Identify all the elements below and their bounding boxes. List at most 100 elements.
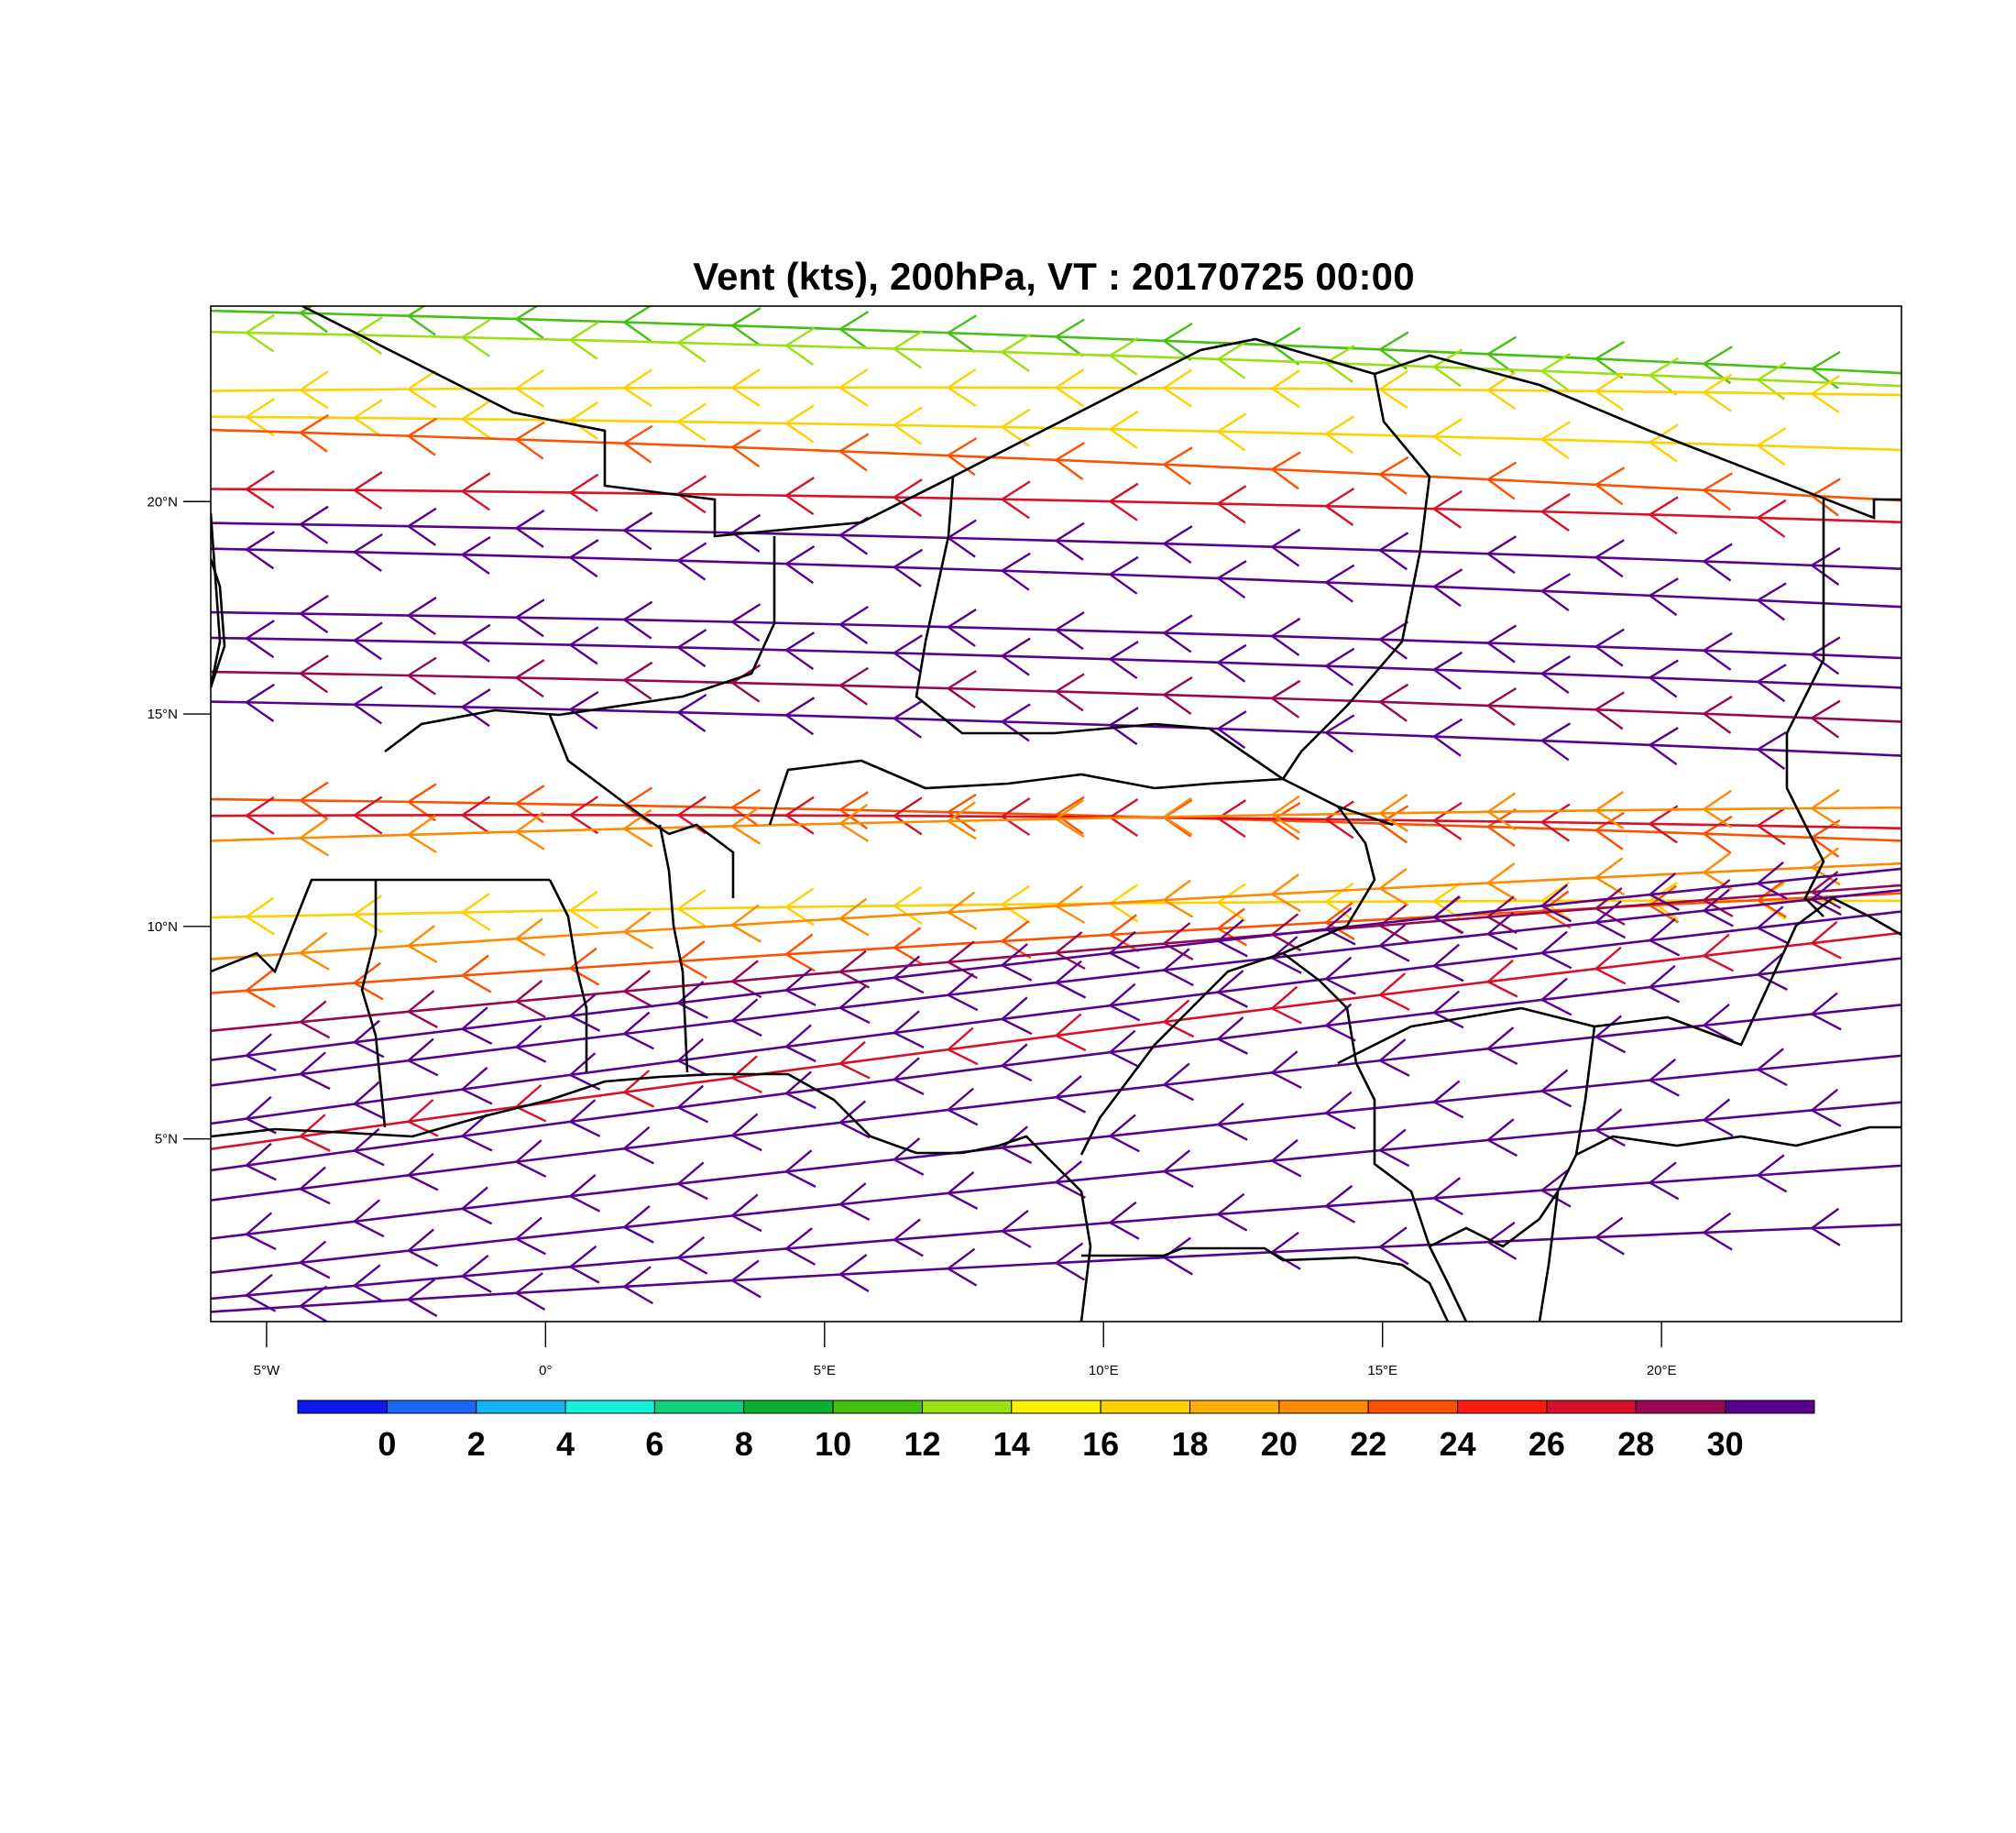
- wind-arrow: [460, 1186, 493, 1225]
- wind-arrow: [622, 970, 654, 1008]
- wind-arrow: [1000, 552, 1031, 591]
- wind-arrow: [568, 401, 599, 440]
- wind-arrow: [514, 368, 545, 408]
- wind-arrow: [1485, 461, 1517, 500]
- wind-arrow: [729, 1193, 762, 1233]
- wind-arrow: [1756, 952, 1788, 991]
- streamline-layer: [211, 306, 1901, 1322]
- wind-arrow: [1054, 1242, 1086, 1281]
- wind-arrow: [1594, 857, 1626, 896]
- wind-arrow: [352, 1081, 385, 1120]
- border-line-niger-chad: [1281, 373, 1431, 827]
- wind-arrow: [298, 306, 328, 334]
- wind-arrow: [783, 968, 816, 1006]
- wind-arrow: [1323, 956, 1356, 995]
- streamline: [211, 1223, 1901, 1313]
- wind-arrow: [1594, 1015, 1627, 1054]
- lat-tick-label: 5°N: [155, 1132, 178, 1147]
- wind-arrow: [1431, 990, 1464, 1029]
- border-line-north: [301, 306, 1901, 538]
- wind-arrow: [1702, 346, 1733, 385]
- wind-arrow: [1756, 1154, 1788, 1193]
- border-line-nigeria-east: [1079, 806, 1376, 1156]
- streamline: [211, 547, 1901, 609]
- wind-arrow: [298, 413, 330, 453]
- wind-arrow: [514, 980, 546, 1018]
- border-line-burkina: [548, 714, 735, 898]
- wind-arrow: [892, 1137, 925, 1176]
- wind-arrow: [406, 1037, 439, 1077]
- wind-arrow: [1702, 1098, 1734, 1137]
- wind-arrow: [1269, 1050, 1302, 1089]
- wind-arrow: [729, 513, 761, 553]
- wind-arrow: [1377, 620, 1409, 660]
- wind-arrow: [838, 985, 871, 1025]
- wind-arrow: [1000, 1125, 1033, 1165]
- wind-arrow: [1108, 1201, 1140, 1240]
- latitude-axis: 20°N 15°N 10°N 5°N: [147, 494, 211, 1147]
- wind-arrow: [1431, 882, 1463, 921]
- wind-arrow: [406, 597, 437, 636]
- border-line-mali-niger: [915, 476, 1284, 781]
- wind-arrow: [514, 659, 545, 698]
- wind-arrow: [1269, 679, 1301, 719]
- wind-arrow: [1054, 673, 1085, 712]
- wind-arrow: [244, 1212, 277, 1251]
- wind-arrow: [1431, 489, 1463, 529]
- speed-colorbar: 0 2 4 6 8 10 12 14 16 18 20 22 24 26 28 30: [297, 1399, 1815, 1463]
- wind-arrow: [244, 620, 275, 659]
- wind-arrow: [406, 815, 437, 854]
- wind-arrow: [568, 890, 599, 929]
- wind-arrow: [406, 306, 436, 336]
- wind-arrow: [1000, 408, 1031, 447]
- colorbar-swatch: [1100, 1399, 1191, 1414]
- wind-arrow: [1269, 369, 1300, 409]
- wind-arrow: [1216, 485, 1247, 524]
- wind-arrow: [1702, 472, 1733, 511]
- wind-arrow: [1269, 528, 1301, 567]
- wind-arrow: [946, 669, 977, 708]
- wind-arrow: [838, 605, 869, 644]
- wind-arrow: [1485, 807, 1517, 847]
- wind-arrow: [514, 1272, 546, 1312]
- colorbar-label: 22: [1350, 1425, 1386, 1463]
- wind-arrow: [352, 399, 383, 438]
- wind-arrow: [1756, 426, 1787, 466]
- wind-arrow: [1594, 628, 1625, 667]
- wind-arrow: [1216, 970, 1248, 1008]
- wind-arrow: [622, 661, 653, 700]
- border-line-togo-benin: [658, 824, 689, 1073]
- wind-arrow: [783, 545, 816, 585]
- colorbar-swatch: [1457, 1399, 1548, 1414]
- wind-arrow: [1485, 1026, 1518, 1065]
- wind-arrow: [838, 803, 869, 842]
- border-line-car-south: [1574, 1026, 1901, 1158]
- wind-arrow: [1485, 1221, 1517, 1260]
- wind-arrow: [514, 306, 544, 339]
- wind-arrow: [514, 811, 545, 851]
- wind-arrow: [298, 1285, 330, 1322]
- wind-arrow: [1377, 794, 1408, 833]
- wind-arrow: [729, 998, 762, 1037]
- wind-arrow: [1594, 691, 1625, 730]
- wind-arrow: [1810, 877, 1842, 916]
- wind-arrow: [1054, 960, 1087, 999]
- streamline: [211, 892, 1901, 994]
- wind-arrow: [1539, 421, 1571, 460]
- lat-tick-label: 20°N: [147, 494, 178, 510]
- wind-arrow: [783, 326, 816, 366]
- wind-arrow: [460, 1255, 492, 1293]
- wind-arrow: [1269, 985, 1302, 1025]
- wind-arrow: [892, 406, 923, 445]
- wind-arrow: [1594, 900, 1627, 939]
- wind-arrow: [729, 960, 762, 999]
- wind-arrow: [1377, 456, 1409, 495]
- wind-arrow: [622, 306, 652, 343]
- wind-arrow: [1323, 800, 1354, 840]
- wind-arrow: [1377, 867, 1409, 906]
- wind-arrow: [783, 1227, 816, 1266]
- wind-arrow: [352, 316, 383, 356]
- wind-arrow: [1431, 418, 1463, 457]
- wind-arrow: [1000, 943, 1033, 982]
- wind-arrow: [406, 1228, 439, 1268]
